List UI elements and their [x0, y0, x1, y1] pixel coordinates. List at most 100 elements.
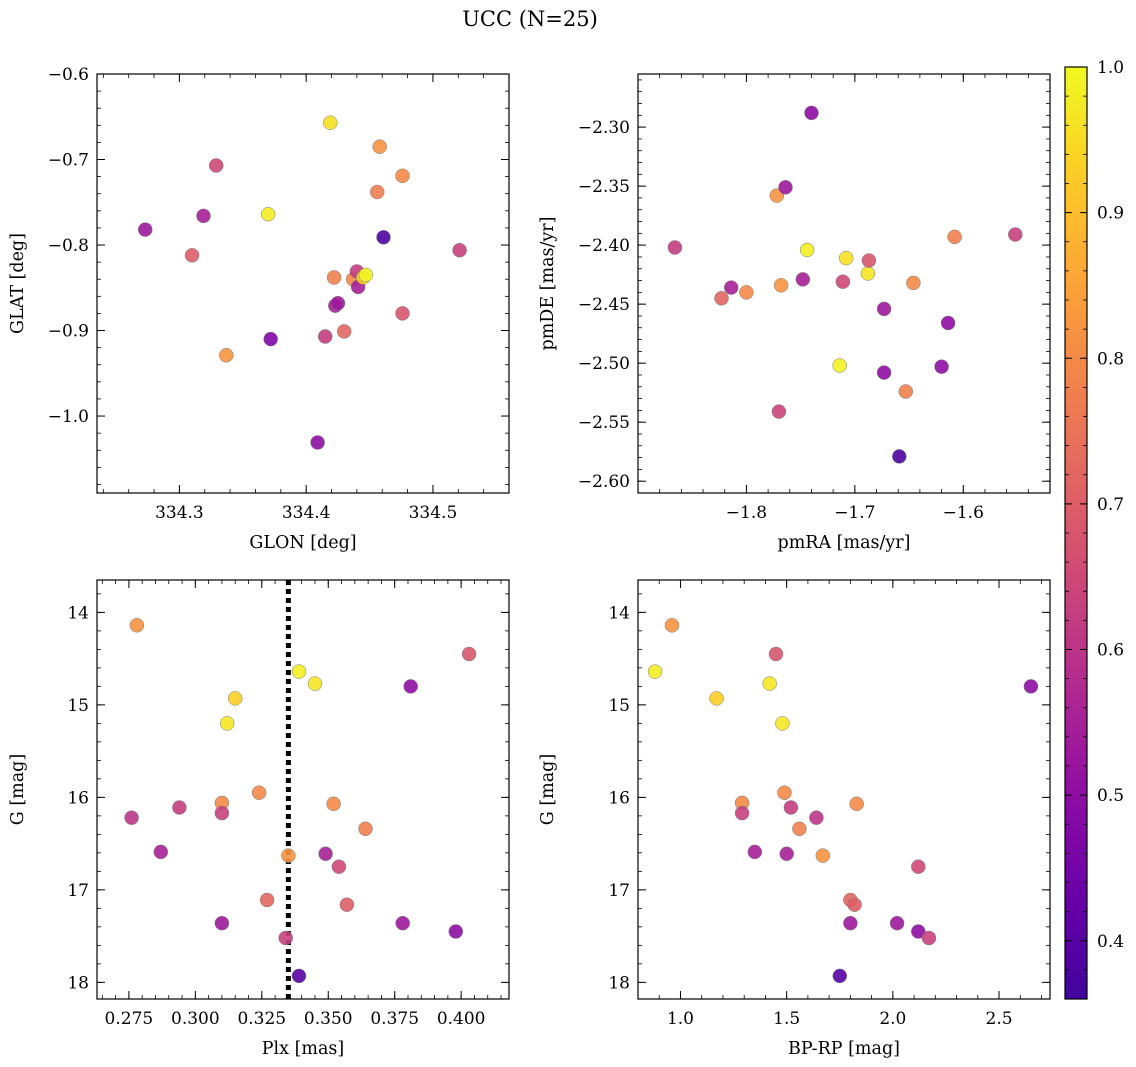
data-point	[461, 646, 477, 662]
colorbar-tick-label: 0.7	[1097, 495, 1124, 515]
y-tick-label: −0.9	[48, 322, 89, 342]
y-tick-label: −2.60	[578, 472, 630, 492]
data-point	[664, 618, 680, 633]
y-tick-label: −2.30	[578, 118, 630, 138]
data-point	[318, 846, 333, 862]
x-tick-label: −1.6	[943, 503, 984, 523]
axes-frame	[637, 73, 1051, 494]
data-point	[395, 306, 410, 321]
data-point	[153, 844, 169, 860]
y-tick-label: 16	[608, 788, 630, 808]
y-tick-label: −2.35	[578, 177, 630, 197]
x-tick-label: −1.8	[726, 503, 767, 523]
data-point	[775, 716, 790, 731]
data-point	[369, 184, 385, 200]
colorbar-tick-label: 0.6	[1097, 641, 1124, 661]
x-tick-label: 0.275	[105, 1009, 154, 1029]
data-point	[739, 285, 754, 300]
x-tick-label: 1.5	[773, 1009, 800, 1029]
data-point	[291, 664, 307, 679]
data-point	[762, 676, 777, 691]
data-point	[934, 359, 949, 374]
data-point	[1023, 679, 1039, 694]
data-point	[804, 105, 819, 121]
data-point	[734, 805, 750, 821]
y-axis-label: GLAT [deg]	[8, 233, 28, 334]
data-point	[403, 679, 418, 694]
data-point	[779, 846, 794, 862]
data-point	[263, 331, 278, 347]
data-point	[906, 275, 921, 291]
y-tick-label: −2.50	[578, 354, 630, 374]
data-point	[395, 168, 410, 184]
data-point	[783, 800, 799, 815]
data-point	[911, 859, 926, 874]
data-point	[815, 848, 831, 863]
x-axis-label: Plx [mas]	[262, 1039, 344, 1059]
colorbar-tick-label: 1.0	[1097, 58, 1124, 78]
panel-4: 1.0 1.5 2.0 2.5 14 15 16 17 18 BP-RP [mag] G [mag]	[538, 579, 1051, 1059]
data-point	[358, 821, 373, 837]
x-axis-label: GLON [deg]	[249, 533, 356, 553]
data-point	[278, 930, 293, 946]
data-point	[898, 384, 914, 399]
data-point	[326, 270, 342, 285]
data-point	[281, 848, 296, 863]
x-tick-label: 334.4	[282, 503, 331, 523]
figure-title: UCC (N=25)	[462, 7, 598, 31]
data-point	[832, 968, 848, 984]
data-point	[835, 274, 851, 289]
data-point	[339, 897, 355, 912]
data-point	[376, 230, 391, 245]
data-point	[861, 253, 877, 268]
x-axis-label: pmRA [mas/yr]	[778, 533, 911, 553]
data-point	[667, 240, 683, 255]
data-point	[860, 266, 876, 281]
data-point	[747, 844, 763, 860]
colorbar-tick-label: 0.4	[1097, 932, 1124, 952]
y-tick-label: 18	[67, 973, 89, 993]
panel-1: 334.3 334.4 334.5 −1.0 −0.9 −0.8 −0.7 −0.6 GLON …	[8, 65, 510, 553]
data-point	[326, 796, 341, 812]
y-tick-label: 17	[608, 881, 630, 901]
data-point	[876, 301, 892, 317]
data-point	[452, 242, 467, 258]
data-point	[809, 810, 824, 825]
data-point	[358, 267, 374, 283]
axes-frame	[96, 73, 510, 494]
x-tick-label: 2.0	[879, 1009, 906, 1029]
data-point	[137, 222, 153, 237]
data-point	[259, 892, 275, 908]
data-point	[876, 365, 892, 380]
y-axis-label: pmDE [mas/yr]	[538, 217, 558, 351]
axes-frame	[96, 579, 510, 1000]
data-point	[172, 800, 187, 815]
y-tick-label: −0.6	[48, 65, 89, 85]
data-point	[291, 968, 307, 984]
data-point	[330, 295, 346, 311]
data-point	[847, 897, 862, 912]
data-point	[310, 435, 325, 450]
data-point	[317, 329, 333, 344]
data-point	[219, 348, 234, 363]
data-point	[214, 915, 230, 931]
data-point	[889, 915, 905, 931]
data-point	[260, 206, 276, 222]
data-point	[771, 404, 787, 419]
colorbar-tick-label: 0.5	[1097, 786, 1124, 806]
data-point	[777, 785, 792, 800]
y-tick-label: −2.40	[578, 236, 630, 256]
data-point	[336, 324, 352, 339]
data-point	[773, 278, 789, 293]
data-point	[940, 315, 956, 331]
x-tick-label: 334.5	[409, 503, 458, 523]
axes-frame	[637, 579, 1051, 1000]
panel-3: 0.275 0.300 0.325 0.350 0.375 0.400 14 15 16 17 18…	[8, 579, 510, 1059]
colorbar: 0.4 0.5 0.6 0.7 0.8 0.9 1.0	[1064, 58, 1124, 1000]
x-tick-label: 0.375	[370, 1009, 419, 1029]
data-point	[331, 859, 347, 874]
data-point	[124, 810, 139, 825]
data-point	[129, 618, 145, 633]
y-tick-label: −0.7	[48, 151, 89, 171]
